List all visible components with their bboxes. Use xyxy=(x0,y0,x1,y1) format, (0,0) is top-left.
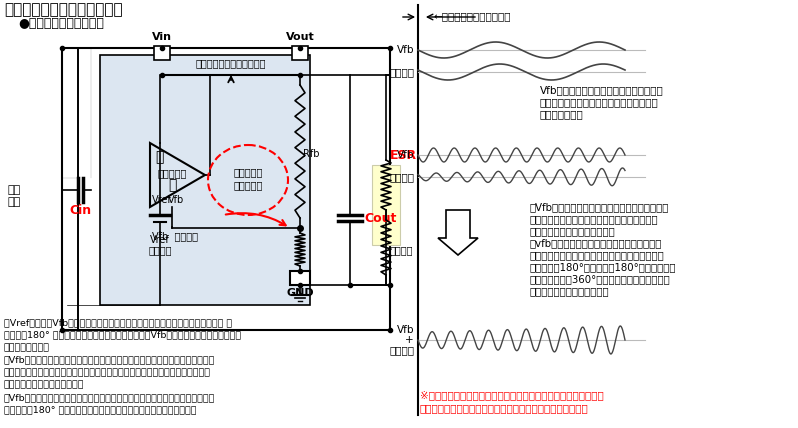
Text: となって顕著に現れてきます。: となって顕著に現れてきます。 xyxy=(4,380,85,389)
Text: 負荷抵抗: 負荷抵抗 xyxy=(390,245,413,255)
Text: Vfb  帰還電圧: Vfb 帰還電圧 xyxy=(152,231,198,241)
Text: ※出力コンデンサーは位相の遅れを改善して発振を防止する役割: ※出力コンデンサーは位相の遅れを改善して発振を防止する役割 xyxy=(420,390,604,400)
Text: ・Vfbの変化の周波数が高いと負帰還ループの遅: ・Vfbの変化の周波数が高いと負帰還ループの遅 xyxy=(530,202,670,212)
Text: ・vfbの変化の周波数の半周期が負帰還ループ: ・vfbの変化の周波数の半周期が負帰還ループ xyxy=(530,238,662,248)
Text: 帰還信号: 帰還信号 xyxy=(389,172,414,182)
Text: Vref: Vref xyxy=(150,235,170,245)
Text: Vfb: Vfb xyxy=(397,150,414,160)
Text: GND: GND xyxy=(286,288,314,298)
Bar xyxy=(292,46,308,60)
Text: 出力ドライバトランジスタ: 出力ドライバトランジスタ xyxy=(196,58,267,68)
Bar xyxy=(154,46,170,60)
Text: ・Vrefに対してVfbが変化すると、その信号は負帰還ループを経由して反対方向 の: ・Vrefに対してVfbが変化すると、その信号は負帰還ループを経由して反対方向 … xyxy=(4,318,232,327)
Text: Vfbの変化の周波数が低いと負帰還ループ: Vfbの変化の周波数が低いと負帰還ループ xyxy=(540,85,664,95)
Text: 路が発振することになる。: 路が発振することになる。 xyxy=(530,286,610,296)
Text: 位相遅れは180° となり、負帰還ではなく正帰還となって発振します。: 位相遅れは180° となり、負帰還ではなく正帰還となって発振します。 xyxy=(4,405,196,414)
Text: +: + xyxy=(405,335,414,345)
Text: 御の位相180°と位相遅れ180°のため負帰還: 御の位相180°と位相遅れ180°のため負帰還 xyxy=(530,262,677,272)
Text: Cout: Cout xyxy=(364,211,397,225)
Text: 維持できます。: 維持できます。 xyxy=(4,343,50,352)
Text: 延時間による負帰還信号の遅れが大きな位相: 延時間による負帰還信号の遅れが大きな位相 xyxy=(530,214,658,224)
Text: 基準電圧: 基準電圧 xyxy=(148,245,172,255)
Text: 問題にならない: 問題にならない xyxy=(540,109,584,119)
Text: 帰還信号: 帰還信号 xyxy=(389,67,414,77)
Text: Cin: Cin xyxy=(69,204,91,217)
Text: 帰還信号: 帰還信号 xyxy=(389,345,414,355)
Text: Vfb: Vfb xyxy=(168,195,184,205)
Text: 誤差増幅器: 誤差増幅器 xyxy=(158,168,188,178)
Text: ESR: ESR xyxy=(390,149,417,162)
Text: Vfb: Vfb xyxy=(397,325,414,335)
Text: があります。この位相遅れの改善を位相補償といいます。: があります。この位相遅れの改善を位相補償といいます。 xyxy=(420,403,589,413)
Bar xyxy=(290,271,310,285)
Text: ←負帰還ループの遅延時間: ←負帰還ループの遅延時間 xyxy=(433,11,511,21)
Text: Vout: Vout xyxy=(286,32,314,42)
Bar xyxy=(372,165,400,245)
Text: Vin: Vin xyxy=(152,32,172,42)
Text: ●位相補償としての役割: ●位相補償としての役割 xyxy=(18,17,104,30)
Text: よる位相遅れは見えませんが、周波数が高くなると、このループ遅延が位相遅れ: よる位相遅れは見えませんが、周波数が高くなると、このループ遅延が位相遅れ xyxy=(4,368,211,377)
Text: の遅れとなって現れてくる。: の遅れとなって現れてくる。 xyxy=(530,226,616,236)
Text: ・Vfbの変化する周波数の半周期がループ遅延と同じとなる周波数に到達すると: ・Vfbの変化する周波数の半周期がループ遅延と同じとなる周波数に到達すると xyxy=(4,393,215,402)
Text: 負帰還回路: 負帰還回路 xyxy=(233,167,263,177)
Text: （位相が180° シフトした）信号として帰還するのでVfbの変化を抑えて一定の電圧を: （位相が180° シフトした）信号として帰還するのでVfbの変化を抑えて一定の電… xyxy=(4,330,241,339)
Text: 出力コンデンサーの役割例２: 出力コンデンサーの役割例２ xyxy=(4,2,123,17)
Text: ・Vfbの変化する周波数が非常に小さい場合には負帰還ループ固有の遅延時間に: ・Vfbの変化する周波数が非常に小さい場合には負帰還ループ固有の遅延時間に xyxy=(4,356,215,365)
Text: 電源: 電源 xyxy=(8,197,22,207)
Text: 入力: 入力 xyxy=(8,185,22,195)
Text: 遅延時間による負帰還信号の遅れの影響は: 遅延時間による負帰還信号の遅れの影響は xyxy=(540,97,659,107)
Bar xyxy=(100,55,310,305)
Text: Rfb: Rfb xyxy=(303,149,319,159)
Text: ＋: ＋ xyxy=(168,178,176,192)
Text: －: － xyxy=(155,150,164,164)
Polygon shape xyxy=(438,210,478,255)
Text: ループ遅延: ループ遅延 xyxy=(233,180,263,190)
Text: Vfb: Vfb xyxy=(397,45,414,55)
Text: の遅延時間と重なる周波数に達すると負帰還制: の遅延時間と重なる周波数に達すると負帰還制 xyxy=(530,250,665,260)
Text: 信号の位相が360°すなわち正帰還となって回: 信号の位相が360°すなわち正帰還となって回 xyxy=(530,274,671,284)
Text: Vref: Vref xyxy=(152,195,172,205)
